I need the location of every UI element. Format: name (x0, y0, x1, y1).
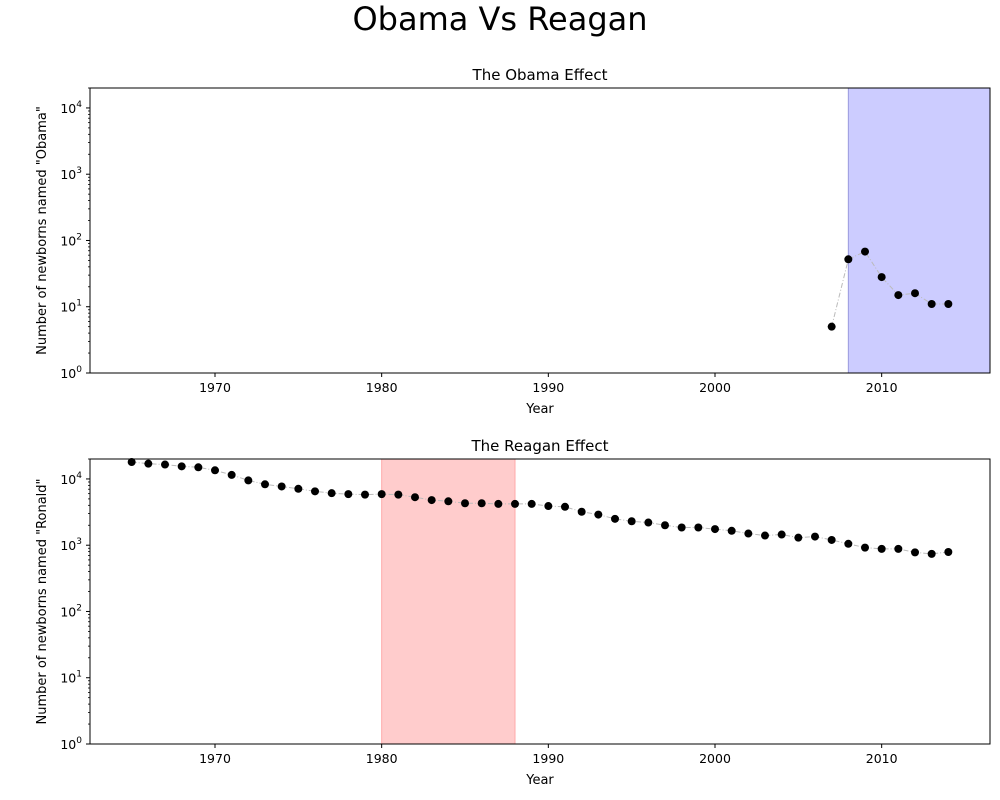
reagan-y-axis-label: Number of newborns named "Ronald" (35, 478, 50, 724)
reagan-data-point (594, 510, 603, 519)
obama-y-tick-label: 100 (60, 365, 82, 381)
reagan-data-point (461, 499, 469, 508)
reagan-data-point (494, 499, 503, 508)
reagan-data-point (894, 544, 903, 553)
reagan-data-point (544, 502, 553, 511)
obama-data-point (911, 289, 919, 298)
reagan-x-tick-label: 1980 (366, 751, 398, 766)
reagan-data-point (827, 535, 836, 544)
reagan-data-point (427, 496, 436, 505)
reagan-data-point (227, 470, 236, 479)
obama-x-tick-label: 2010 (866, 380, 898, 395)
reagan-data-point (327, 489, 336, 498)
reagan-data-point (611, 514, 619, 523)
reagan-x-tick-label: 2010 (866, 751, 898, 766)
reagan-data-point (777, 530, 786, 539)
obama-axes-frame (89, 87, 991, 374)
obama-highlight-span (848, 88, 990, 373)
obama-plot-area: 1970 1980 1990 2000 2010 100 101 102 103 104 (60, 87, 990, 395)
reagan-data-point (477, 499, 486, 508)
reagan-data-point (811, 532, 819, 541)
reagan-data-point (761, 531, 769, 540)
reagan-data-point (927, 549, 936, 558)
obama-x-tick-label: 1990 (532, 380, 564, 395)
reagan-data-point (727, 526, 736, 535)
reagan-data-point (127, 458, 136, 467)
reagan-data-point (144, 459, 153, 468)
reagan-data-point (394, 490, 403, 499)
reagan-y-tick-label: 104 (60, 471, 82, 487)
obama-x-tick-label: 1970 (199, 380, 231, 395)
obama-chart-title: The Obama Effect (472, 66, 608, 84)
reagan-data-point (661, 521, 669, 530)
reagan-data-point (311, 487, 319, 496)
reagan-y-tick-label: 102 (60, 603, 82, 619)
reagan-data-point (344, 490, 353, 499)
obama-y-tick-label: 101 (60, 299, 82, 315)
reagan-data-point (177, 462, 186, 471)
reagan-x-tick-label: 2000 (699, 751, 731, 766)
reagan-data-point (411, 493, 419, 502)
reagan-y-tick-label: 103 (60, 537, 82, 553)
reagan-data-point (527, 499, 536, 508)
reagan-x-axis-label: Year (525, 773, 554, 788)
reagan-y-tick-label: 100 (60, 736, 82, 752)
reagan-plot-area: 1970 1980 1990 2000 2010 100 101 102 103 104 (60, 458, 953, 766)
reagan-data-point (261, 480, 269, 489)
reagan-data-point (627, 517, 636, 526)
obama-x-tick-label: 2000 (699, 380, 731, 395)
obama-data-point (827, 322, 836, 331)
reagan-data-point (444, 497, 453, 506)
obama-y-tick-label: 104 (60, 100, 82, 116)
figure-title: Obama Vs Reagan (352, 0, 647, 38)
obama-data-point (894, 291, 903, 300)
reagan-data-point (861, 543, 869, 552)
reagan-series-line (131, 461, 949, 555)
reagan-data-point (194, 463, 203, 472)
obama-data-point (927, 299, 936, 308)
obama-y-tick-label: 102 (60, 232, 82, 248)
reagan-data-point (911, 548, 919, 557)
reagan-data-point (294, 484, 303, 493)
reagan-x-tick-label: 1990 (532, 751, 564, 766)
reagan-data-point (794, 533, 803, 542)
obama-data-point (861, 247, 869, 256)
subplot-reagan: The Reagan Effect 1970 1980 1990 2000 2010 10… (35, 437, 991, 788)
reagan-data-point (744, 529, 753, 538)
reagan-data-point (877, 544, 886, 553)
reagan-data-point (211, 466, 219, 475)
reagan-data-point (844, 539, 853, 548)
reagan-data-point (577, 507, 586, 516)
reagan-axes-frame (89, 458, 991, 745)
obama-y-axis-label: Number of newborns named "Obama" (35, 106, 50, 355)
obama-y-tick-label: 103 (60, 166, 82, 182)
obama-data-point (877, 273, 886, 282)
obama-data-point (844, 255, 853, 264)
obama-data-point (944, 299, 953, 308)
reagan-data-point (511, 499, 519, 508)
reagan-chart-title: The Reagan Effect (471, 437, 609, 455)
reagan-x-tick-label: 1970 (199, 751, 231, 766)
reagan-data-point (561, 502, 569, 511)
reagan-data-point (361, 490, 369, 499)
subplot-obama: The Obama Effect 1970 1980 1990 2000 2010 100… (35, 66, 991, 417)
reagan-data-point (644, 518, 653, 527)
reagan-data-point (711, 525, 719, 534)
reagan-data-point (161, 460, 169, 469)
obama-x-axis-label: Year (525, 402, 554, 417)
reagan-data-point (694, 523, 703, 532)
reagan-data-point (377, 490, 386, 499)
reagan-y-tick-label: 101 (60, 670, 82, 686)
obama-x-tick-label: 1980 (366, 380, 398, 395)
reagan-data-point (677, 523, 686, 532)
reagan-data-point (244, 476, 253, 485)
reagan-highlight-span (381, 459, 515, 744)
reagan-data-point (277, 482, 286, 491)
reagan-data-point (944, 547, 953, 556)
